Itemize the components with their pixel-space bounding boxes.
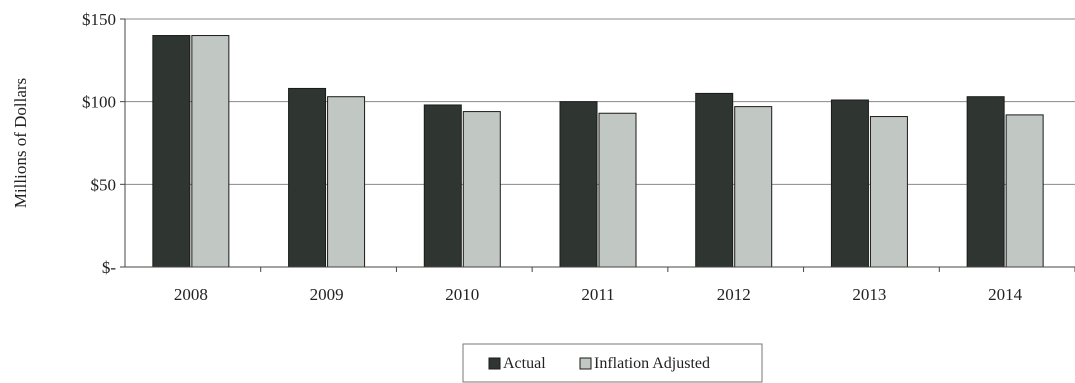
legend-swatch — [579, 357, 592, 370]
x-tick-label: 2008 — [174, 285, 208, 304]
bar-actual-2014 — [966, 96, 1005, 268]
y-axis-ticks: $- $50 $100 $150 — [82, 10, 125, 277]
bar-actual-2011 — [559, 101, 598, 268]
bar-actual-2012 — [695, 92, 734, 268]
legend-label: Actual — [503, 355, 546, 372]
y-axis-title: Millions of Dollars — [11, 78, 30, 208]
x-tick-label: 2012 — [717, 285, 751, 304]
x-tick-label: 2013 — [852, 285, 886, 304]
bar-inflation-adjusted-2014 — [1005, 114, 1044, 268]
bar-inflation-adjusted-2011 — [598, 112, 637, 268]
y-tick-label: $50 — [91, 175, 117, 194]
bar-actual-2008 — [152, 35, 191, 268]
bar-actual-2009 — [288, 87, 327, 268]
bar-inflation-adjusted-2010 — [462, 111, 501, 268]
bar-inflation-adjusted-2008 — [191, 35, 230, 268]
x-tick-label: 2011 — [581, 285, 614, 304]
y-tick-label: $100 — [82, 93, 116, 112]
bar-actual-2013 — [830, 99, 869, 268]
bars — [152, 35, 1044, 268]
x-axis-ticks: 2008 2009 2010 2011 2012 2013 2014 — [174, 267, 1075, 304]
x-tick-label: 2010 — [445, 285, 479, 304]
legend-swatch — [488, 357, 501, 370]
bar-inflation-adjusted-2013 — [869, 116, 908, 268]
legend-label: Inflation Adjusted — [594, 355, 710, 372]
bar-inflation-adjusted-2009 — [327, 96, 366, 268]
bar-inflation-adjusted-2012 — [734, 106, 773, 268]
x-tick-label: 2014 — [988, 285, 1023, 304]
y-tick-label: $- — [102, 258, 117, 277]
legend-frame — [462, 343, 763, 383]
y-tick-label: $150 — [82, 10, 116, 29]
legend: Actual Inflation Adjusted — [462, 343, 763, 383]
x-tick-label: 2009 — [310, 285, 344, 304]
bar-actual-2010 — [423, 104, 462, 268]
